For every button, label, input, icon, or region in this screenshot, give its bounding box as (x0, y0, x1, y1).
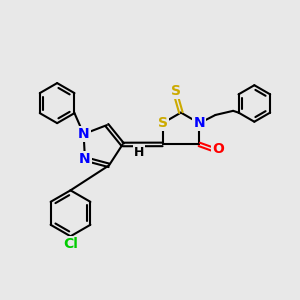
Text: Cl: Cl (63, 237, 78, 250)
Text: H: H (134, 146, 144, 159)
Text: N: N (79, 152, 91, 166)
Text: N: N (194, 116, 205, 130)
Text: O: O (212, 142, 224, 156)
Text: S: S (172, 84, 182, 98)
Text: S: S (158, 116, 168, 130)
Text: N: N (78, 127, 89, 141)
